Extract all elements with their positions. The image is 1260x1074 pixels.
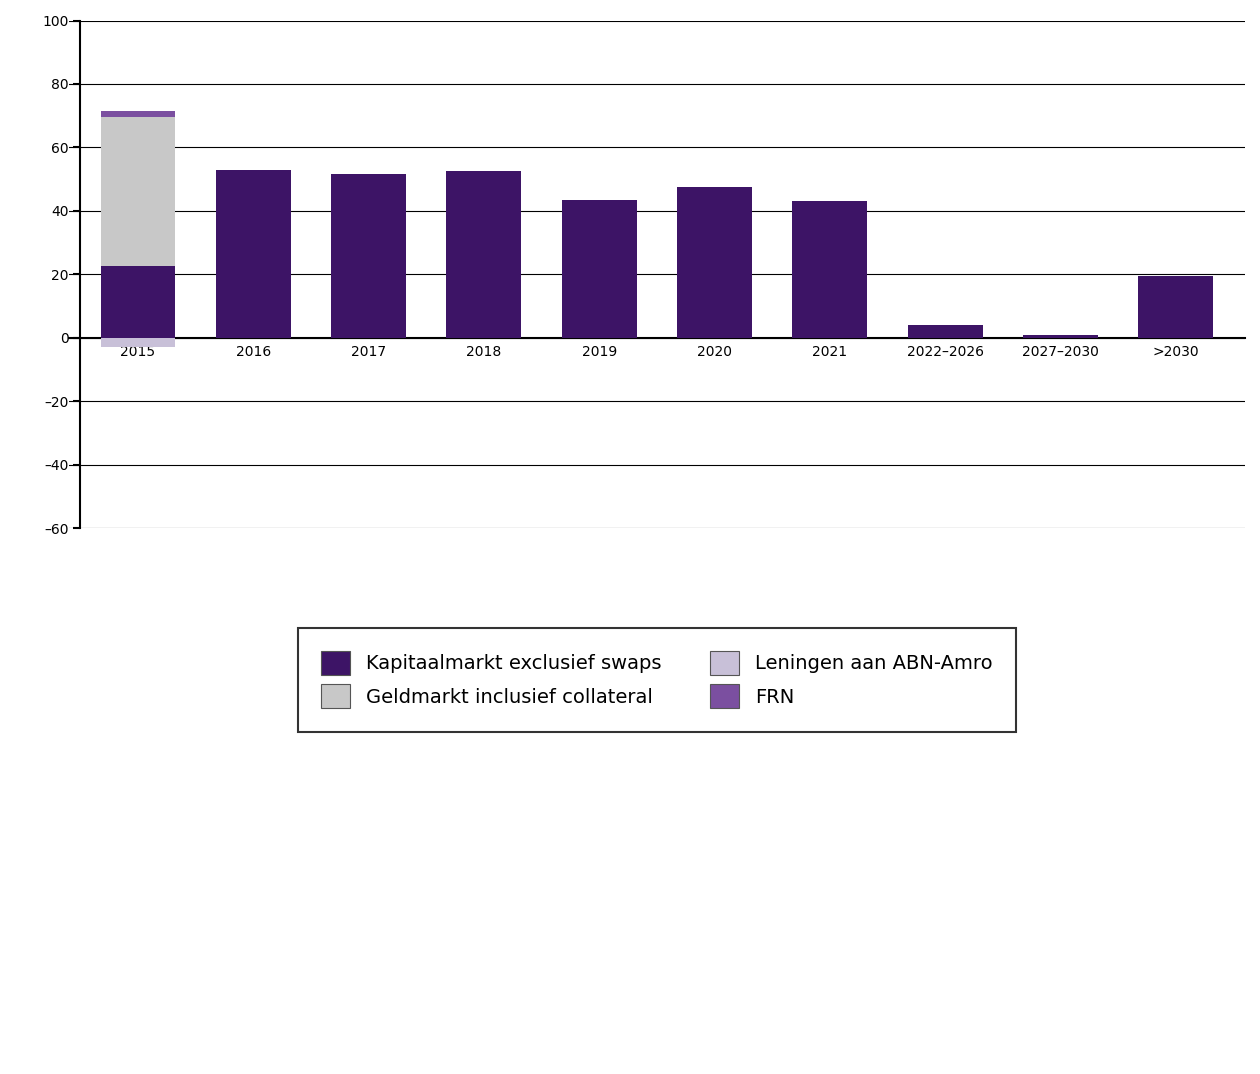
Bar — [677, 187, 752, 337]
Bar — [793, 201, 867, 337]
Bar — [101, 117, 175, 266]
Bar — [101, 337, 175, 347]
Bar — [1138, 276, 1213, 337]
Bar — [101, 111, 175, 117]
Bar — [1023, 335, 1097, 337]
Bar — [446, 171, 522, 337]
Bar — [907, 325, 983, 337]
Bar — [215, 170, 291, 337]
Legend: Kapitaalmarkt exclusief swaps, Geldmarkt inclusief collateral, Leningen aan ABN-: Kapitaalmarkt exclusief swaps, Geldmarkt… — [297, 627, 1016, 731]
Bar — [562, 200, 636, 337]
Bar — [101, 266, 175, 337]
Bar — [331, 174, 406, 337]
